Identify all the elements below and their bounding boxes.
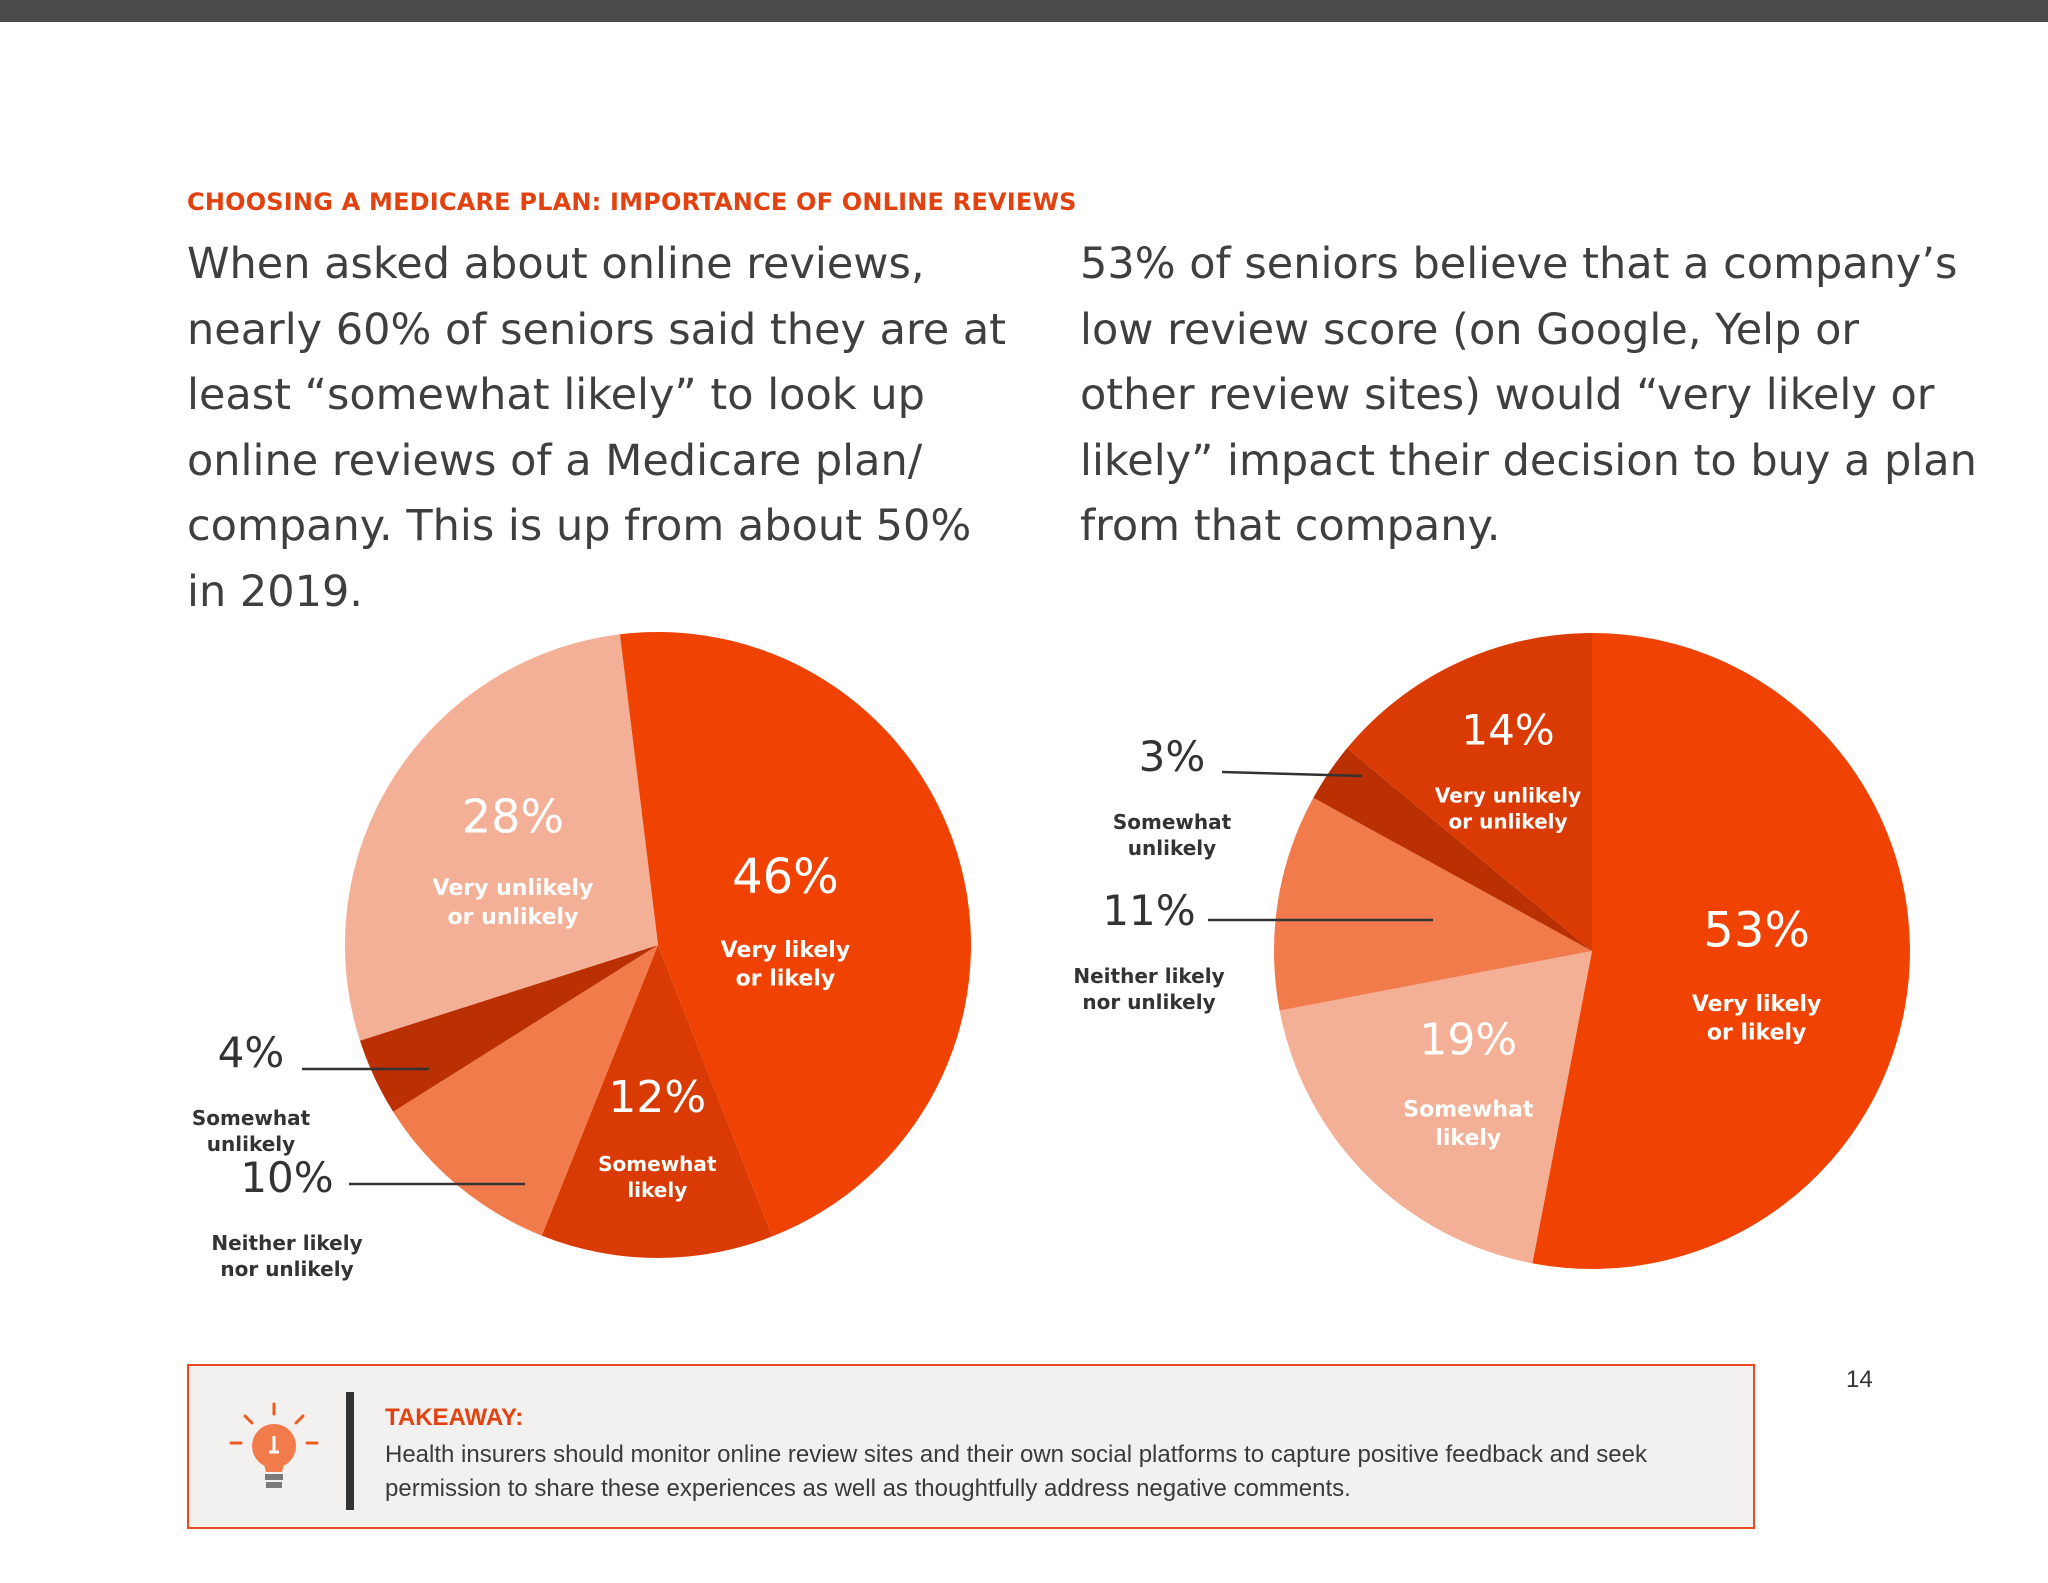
slice-category-label: unlikely — [207, 1132, 295, 1156]
slice-category-label: Somewhat — [1403, 1097, 1534, 1122]
slice-category-label: Very likely — [1692, 992, 1822, 1017]
slice-category-label: Somewhat — [598, 1152, 717, 1176]
slice-category-label: or unlikely — [1449, 809, 1568, 833]
slice-category-label: likely — [1435, 1126, 1501, 1151]
slice-percent-label: 3% — [1139, 732, 1206, 781]
slice-category-label: nor unlikely — [1082, 990, 1215, 1014]
slice-category-label: Neither likely — [1073, 964, 1224, 988]
callout-divider — [346, 1392, 354, 1510]
intro-right-text: 53% of seniors believe that a company’s … — [1080, 239, 1977, 551]
slice-percent-label: 12% — [608, 1072, 706, 1123]
slice-percent-label: 4% — [218, 1028, 285, 1077]
slice-category-label: likely — [627, 1178, 687, 1202]
top-bar — [0, 0, 2048, 22]
slice-percent-label: 19% — [1419, 1015, 1517, 1066]
page-number: 14 — [1846, 1366, 1873, 1393]
slice-percent-label: 53% — [1703, 903, 1810, 959]
slice-category-label: or likely — [736, 967, 836, 992]
leader-line — [1221, 770, 1363, 778]
slice-percent-label: 10% — [240, 1153, 333, 1202]
intro-left-text: When asked about online reviews, nearly … — [187, 239, 1007, 617]
lightbulb-icon — [229, 1402, 319, 1488]
slice-percent-label: 14% — [1461, 706, 1554, 755]
slice-percent-label: 11% — [1102, 886, 1195, 935]
section-heading: CHOOSING A MEDICARE PLAN: IMPORTANCE OF … — [187, 188, 1077, 216]
slice-category-label: Very unlikely — [1435, 783, 1581, 807]
takeaway-callout: TAKEAWAY: Health insurers should monitor… — [187, 1364, 1755, 1529]
pie-slice — [541, 945, 773, 1259]
slice-category-label: or unlikely — [448, 905, 579, 930]
pie-slice — [1279, 951, 1592, 1264]
slice-category-label: Very likely — [721, 938, 851, 963]
pie-chart-2: 53% Very likely or likely 19% Somewhat likely… — [1073, 633, 1910, 1269]
pie-slice — [393, 945, 658, 1236]
slice-category-label: or likely — [1707, 1020, 1807, 1045]
slice-category-label: Somewhat — [1113, 810, 1232, 834]
slice-percent-label: 46% — [732, 849, 839, 905]
takeaway-text: Health insurers should monitor online re… — [385, 1441, 1647, 1502]
slice-category-label: Neither likely — [211, 1231, 362, 1255]
pie-slice — [344, 634, 658, 1041]
pie-slice — [1313, 748, 1592, 951]
slice-category-label: Somewhat — [192, 1106, 311, 1130]
pie-slice — [1346, 633, 1592, 951]
slice-category-label: nor unlikely — [220, 1257, 353, 1281]
takeaway-label: TAKEAWAY: — [385, 1404, 524, 1431]
pie-slice — [1532, 633, 1910, 1269]
slice-percent-label: 28% — [462, 789, 564, 843]
pie-slice — [619, 631, 972, 1237]
pie-slice — [1273, 797, 1592, 1011]
slice-category-label: unlikely — [1128, 836, 1216, 860]
pie-slice — [359, 945, 658, 1112]
slice-category-label: Very unlikely — [433, 876, 594, 901]
